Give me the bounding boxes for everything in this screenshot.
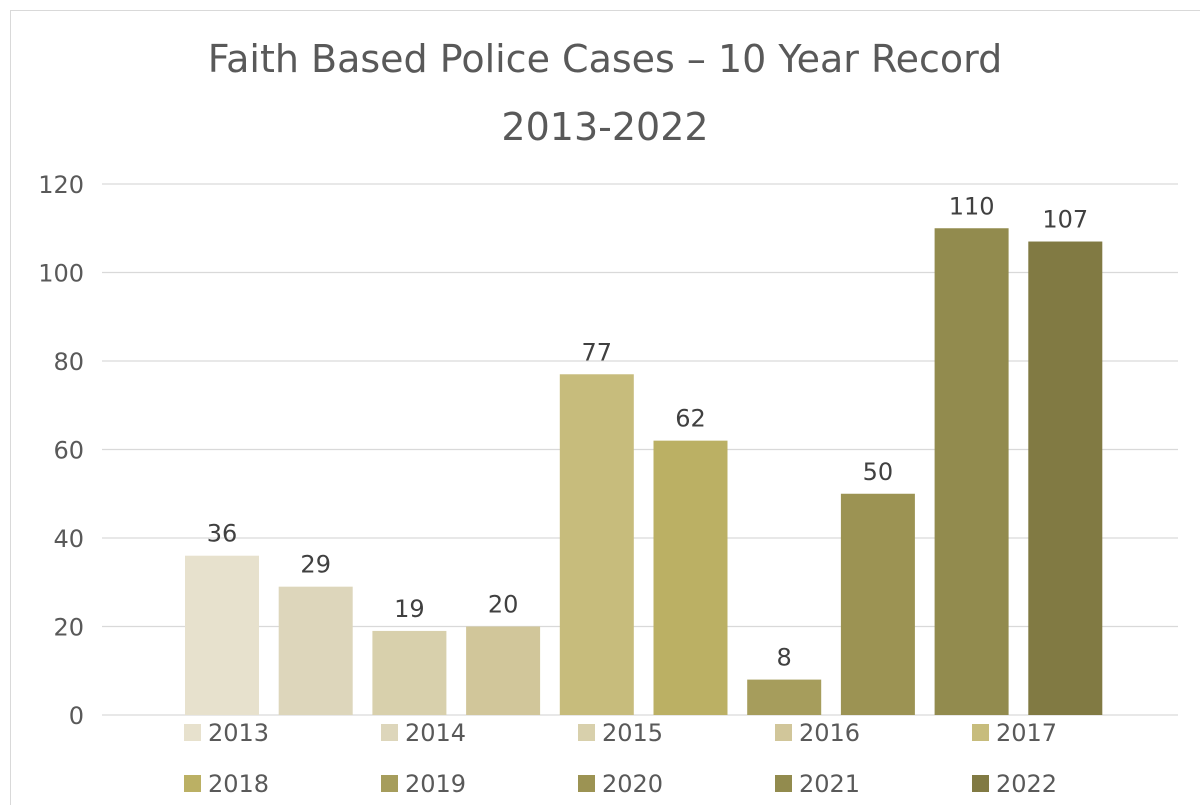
legend-swatch-2014 (381, 724, 398, 741)
legend-swatch-2018 (184, 775, 201, 792)
data-label-2015: 19 (394, 595, 425, 623)
bars (185, 228, 1103, 715)
data-label-2021: 110 (949, 192, 995, 220)
legend-swatch-2022 (972, 775, 989, 792)
legend-label-2015: 2015 (602, 719, 663, 747)
legend-label-2016: 2016 (799, 719, 860, 747)
legend-swatch-2016 (775, 724, 792, 741)
legend-label-2021: 2021 (799, 770, 860, 798)
legend-label-2017: 2017 (996, 719, 1057, 747)
data-label-2013: 36 (207, 520, 238, 548)
data-label-2022: 107 (1042, 206, 1088, 234)
legend: 2013 2014 2015 2016 2017 2018 2019 2020 2021 2022 (184, 719, 1057, 798)
y-tick-label: 80 (53, 348, 84, 376)
chart-frame (10, 10, 1200, 805)
gridlines (102, 183, 1178, 716)
data-label-2020: 50 (863, 458, 894, 486)
legend-label-2022: 2022 (996, 770, 1057, 798)
chart-title: Faith Based Police Cases – 10 Year Recor… (208, 37, 1003, 81)
data-labels: 36 29 19 20 77 62 8 50 110 107 (207, 192, 1088, 671)
legend-swatch-2020 (578, 775, 595, 792)
bar-2017 (559, 374, 634, 715)
bar-2016 (466, 626, 541, 715)
y-tick-label: 20 (53, 614, 84, 642)
data-label-2016: 20 (488, 591, 519, 619)
legend-label-2020: 2020 (602, 770, 663, 798)
bar-2015 (372, 630, 447, 715)
legend-swatch-2015 (578, 724, 595, 741)
legend-swatch-2017 (972, 724, 989, 741)
bar-2019 (747, 679, 822, 715)
legend-label-2019: 2019 (405, 770, 466, 798)
y-tick-label: 100 (38, 260, 84, 288)
bar-2014 (278, 586, 353, 715)
bar-2018 (653, 440, 728, 715)
legend-label-2014: 2014 (405, 719, 466, 747)
legend-swatch-2021 (775, 775, 792, 792)
data-label-2019: 8 (777, 644, 792, 672)
bar-2022 (1028, 241, 1103, 715)
bar-2021 (934, 228, 1009, 715)
legend-label-2013: 2013 (208, 719, 269, 747)
data-label-2018: 62 (675, 405, 706, 433)
legend-swatch-2019 (381, 775, 398, 792)
data-label-2017: 77 (582, 338, 613, 366)
legend-label-2018: 2018 (208, 770, 269, 798)
bar-2013 (185, 555, 259, 715)
y-tick-label: 60 (53, 437, 84, 465)
chart-subtitle: 2013-2022 (501, 105, 708, 149)
y-tick-label: 40 (53, 525, 84, 553)
y-axis-ticks: 0 20 40 60 80 100 120 (38, 171, 84, 730)
bar-2020 (840, 493, 915, 715)
legend-swatch-2013 (184, 724, 201, 741)
y-tick-label: 120 (38, 171, 84, 199)
y-tick-label: 0 (69, 702, 84, 730)
data-label-2014: 29 (300, 551, 331, 579)
